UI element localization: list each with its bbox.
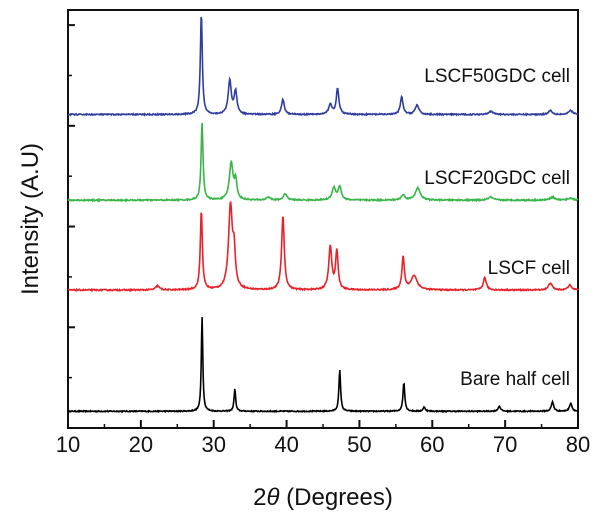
series-label: LSCF cell xyxy=(488,258,570,279)
series-line-lscf50gdc-cell xyxy=(67,16,579,117)
series-line-lscf-cell xyxy=(67,200,579,293)
x-tick-label: 40 xyxy=(274,432,298,457)
series-label: Bare half cell xyxy=(460,369,570,390)
labels-layer: Bare half cell LSCF cell LSCF20GDC cell LSC… xyxy=(424,66,570,390)
series-line-lscf20gdc-cell xyxy=(67,122,579,203)
x-tick-label: 50 xyxy=(347,432,371,457)
x-tick-label: 20 xyxy=(129,432,153,457)
y-axis-title: Intensity (A.U) xyxy=(17,143,44,295)
series-line-bare-half-cell xyxy=(67,317,579,414)
x-axis-title-prefix: 2 xyxy=(253,484,266,511)
x-tick-label: 30 xyxy=(201,432,225,457)
x-tick-label: 70 xyxy=(493,432,517,457)
x-axis-title-suffix: (Degrees) xyxy=(280,484,393,511)
series-label: LSCF50GDC cell xyxy=(424,66,570,87)
x-tick-label: 60 xyxy=(420,432,444,457)
ticks-layer: 10 20 30 40 50 60 70 80 xyxy=(56,24,590,457)
x-axis-title-theta: θ xyxy=(266,484,279,511)
x-tick-label: 10 xyxy=(56,432,80,457)
series-layer xyxy=(67,16,579,414)
series-label: LSCF20GDC cell xyxy=(424,168,570,189)
x-tick-label: 80 xyxy=(566,432,590,457)
x-axis-title: 2θ (Degrees) xyxy=(253,484,393,511)
